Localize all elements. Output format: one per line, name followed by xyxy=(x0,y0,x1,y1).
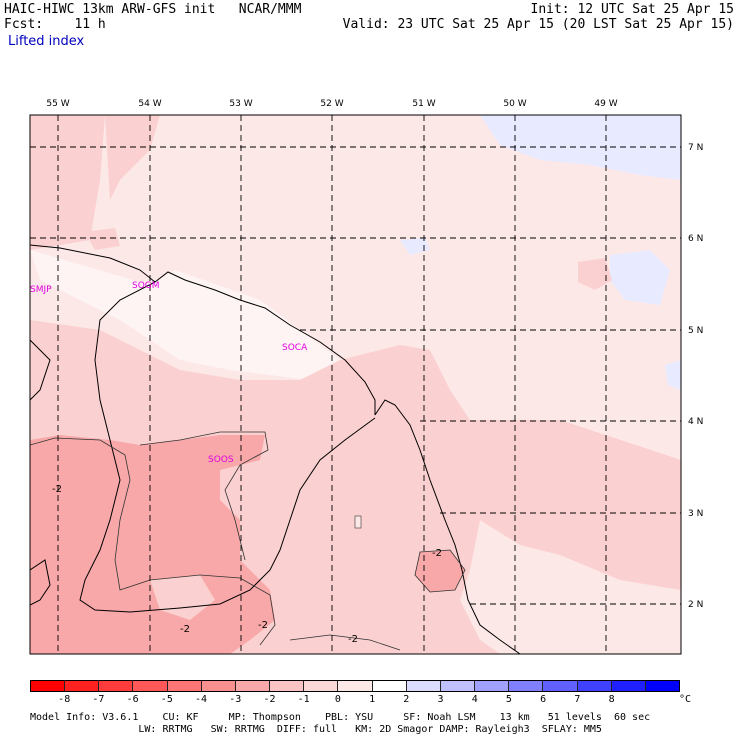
colorbar-cell xyxy=(235,681,271,691)
contour-label: -2 xyxy=(52,484,62,495)
lat-label: 6 N xyxy=(688,234,703,244)
station-label: SOGM xyxy=(132,281,160,291)
field-region xyxy=(30,250,380,420)
contour-line xyxy=(30,437,276,646)
field-name: Lifted index xyxy=(8,34,85,49)
field-region xyxy=(665,360,681,390)
colorbar-tick-label: -5 xyxy=(160,694,173,705)
colorbar-tick-label: -4 xyxy=(195,694,208,705)
colorbar-cell xyxy=(509,681,544,691)
colorbar-tick-label: -3 xyxy=(229,694,242,705)
colorbar-tick-label: -1 xyxy=(297,694,310,705)
contour-label: -2 xyxy=(432,548,442,559)
contour-label: -2 xyxy=(348,634,358,645)
map-frame xyxy=(29,114,682,655)
lat-label: 4 N xyxy=(688,417,703,427)
model-info-line1: Model Info: V3.6.1 CU: KF MP: Thompson P… xyxy=(30,712,651,723)
colorbar-tick-label: 1 xyxy=(369,694,376,705)
colorbar-tick-label: -7 xyxy=(92,694,105,705)
field-region xyxy=(610,250,670,305)
coastline xyxy=(374,399,521,654)
colorbar-cell xyxy=(475,681,510,691)
colorbar-cell xyxy=(577,681,612,691)
field-region xyxy=(105,115,160,200)
colorbar xyxy=(30,680,680,692)
colorbar-cell xyxy=(133,681,168,691)
field-region xyxy=(400,238,430,255)
border xyxy=(79,281,376,613)
colorbar-tick-label: 7 xyxy=(574,694,581,705)
forecast-hour: Fcst: 11 h xyxy=(4,17,106,32)
border xyxy=(30,339,51,401)
header-title: HAIC-HIWC 13km ARW-GFS init NCAR/MMM xyxy=(4,2,302,17)
contour-label: -2 xyxy=(180,624,190,635)
contour-label: -2 xyxy=(258,620,268,631)
colorbar-cell xyxy=(406,681,441,691)
colorbar-cell xyxy=(645,681,679,691)
border xyxy=(30,559,51,606)
lon-label: 53 W xyxy=(229,99,252,109)
colorbar-cell xyxy=(440,681,476,691)
colorbar-tick-label: 5 xyxy=(505,694,512,705)
lat-label: 3 N xyxy=(688,509,703,519)
contour-line xyxy=(289,634,401,651)
colorbar-tick-label: 8 xyxy=(608,694,615,705)
contour-line xyxy=(354,515,362,529)
colorbar-tick-label: 6 xyxy=(540,694,547,705)
station-label: SOCA xyxy=(282,343,308,353)
lat-label: 7 N xyxy=(688,143,703,153)
contour-line xyxy=(414,549,466,593)
station-label: SMJP xyxy=(30,285,52,295)
colorbar-cell xyxy=(543,681,578,691)
colorbar-tick-label: -6 xyxy=(126,694,139,705)
colorbar-cell xyxy=(611,681,646,691)
field-region xyxy=(415,550,465,592)
colorbar-cell xyxy=(372,681,407,691)
station-label: SOOS xyxy=(208,455,234,465)
colorbar-tick-label: 0 xyxy=(334,694,341,705)
colorbar-cell xyxy=(201,681,236,691)
colorbar-tick-label: 4 xyxy=(471,694,478,705)
colorbar-cell xyxy=(304,681,339,691)
colorbar-tick-label: -8 xyxy=(58,694,71,705)
field-region xyxy=(30,115,105,250)
colorbar-cell xyxy=(31,681,66,691)
lat-label: 5 N xyxy=(688,326,703,336)
colorbar-tick-label: 3 xyxy=(437,694,444,705)
lon-label: 55 W xyxy=(46,99,69,109)
colorbar-cell xyxy=(167,681,202,691)
model-info-line2: LW: RRTMG SW: RRTMG DIFF: full KM: 2D Sm… xyxy=(30,724,602,735)
lon-label: 50 W xyxy=(503,99,526,109)
colorbar-cell xyxy=(65,681,100,691)
colorbar-cell xyxy=(270,681,305,691)
valid-time: Valid: 23 UTC Sat 25 Apr 15 (20 LST Sat … xyxy=(342,17,734,32)
lon-label: 54 W xyxy=(138,99,161,109)
colorbar-unit: °C xyxy=(679,694,692,705)
contour-line xyxy=(139,431,269,561)
colorbar-cell xyxy=(99,681,134,691)
field-region xyxy=(85,228,120,250)
colorbar-cell xyxy=(338,681,373,691)
field-region xyxy=(578,258,612,290)
colorbar-tick-label: 2 xyxy=(403,694,410,705)
colorbar-tick-label: -2 xyxy=(263,694,276,705)
lat-label: 2 N xyxy=(688,600,703,610)
lon-label: 52 W xyxy=(320,99,343,109)
lon-label: 51 W xyxy=(412,99,435,109)
init-time: Init: 12 UTC Sat 25 Apr 15 xyxy=(530,2,735,17)
field-region xyxy=(480,115,681,180)
lon-label: 49 W xyxy=(594,99,617,109)
coastline xyxy=(30,244,376,415)
